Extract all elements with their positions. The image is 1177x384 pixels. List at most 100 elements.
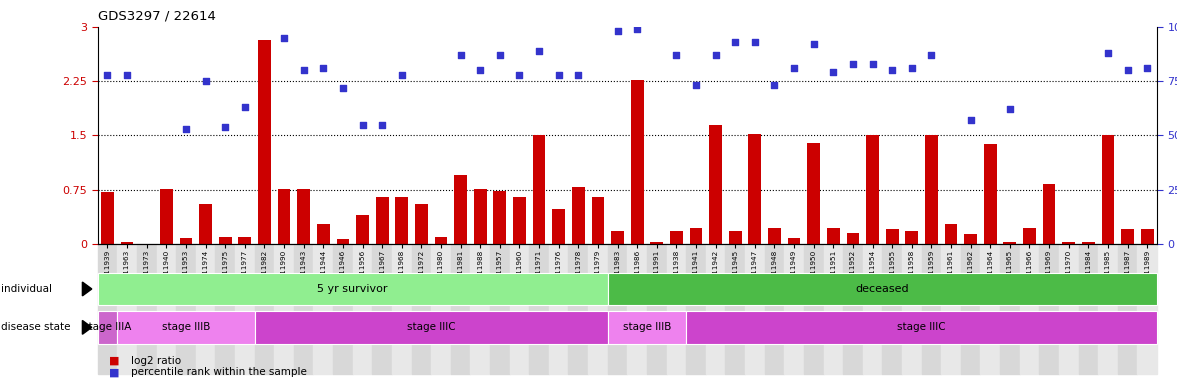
Bar: [729, 231, 742, 244]
Bar: [490, 244, 510, 374]
Bar: [1023, 228, 1036, 244]
Bar: [548, 244, 568, 374]
Bar: [1137, 244, 1157, 374]
Bar: [1098, 244, 1118, 374]
Bar: [353, 244, 372, 374]
Bar: [942, 244, 960, 374]
Bar: [1118, 244, 1137, 374]
Bar: [313, 244, 333, 374]
Point: [706, 52, 725, 58]
Point: [451, 52, 470, 58]
Point: [333, 84, 352, 91]
Point: [550, 71, 568, 78]
Text: GDS3297 / 22614: GDS3297 / 22614: [98, 10, 215, 23]
Bar: [611, 231, 624, 244]
Point: [568, 71, 587, 78]
Bar: [1039, 244, 1059, 374]
Text: ■: ■: [109, 367, 120, 377]
Bar: [787, 238, 800, 244]
Text: stage IIIC: stage IIIC: [897, 322, 946, 333]
Bar: [749, 134, 762, 244]
Point: [686, 83, 705, 89]
Bar: [1019, 244, 1039, 374]
Bar: [395, 197, 408, 244]
Bar: [431, 244, 451, 374]
Bar: [513, 197, 526, 244]
Bar: [451, 244, 471, 374]
Bar: [925, 136, 938, 244]
Point: [922, 52, 940, 58]
Point: [510, 71, 528, 78]
Point: [491, 52, 510, 58]
Bar: [254, 244, 274, 374]
Point: [392, 71, 411, 78]
Bar: [686, 244, 706, 374]
Text: percentile rank within the sample: percentile rank within the sample: [131, 367, 306, 377]
Bar: [905, 231, 918, 244]
Bar: [157, 244, 177, 374]
Bar: [690, 228, 703, 244]
Bar: [670, 231, 683, 244]
Bar: [118, 244, 137, 374]
Bar: [807, 142, 820, 244]
Bar: [121, 242, 133, 244]
Bar: [219, 237, 232, 244]
Point: [235, 104, 254, 110]
Point: [118, 71, 137, 78]
Bar: [765, 244, 784, 374]
Bar: [215, 244, 235, 374]
Bar: [804, 244, 824, 374]
Point: [530, 48, 548, 54]
Bar: [160, 189, 173, 244]
Bar: [769, 228, 780, 244]
Bar: [98, 244, 118, 374]
Bar: [474, 189, 486, 244]
Bar: [725, 244, 745, 374]
Bar: [1004, 242, 1016, 244]
Bar: [651, 242, 663, 244]
Point: [844, 61, 863, 67]
Bar: [434, 237, 447, 244]
Bar: [902, 244, 922, 374]
Point: [294, 67, 313, 73]
Bar: [627, 244, 647, 374]
Bar: [827, 228, 839, 244]
Point: [1000, 106, 1019, 113]
Point: [373, 121, 392, 127]
Point: [903, 65, 922, 71]
Point: [863, 61, 882, 67]
Point: [274, 35, 293, 41]
Point: [353, 121, 372, 127]
Bar: [784, 244, 804, 374]
Bar: [824, 244, 843, 374]
Bar: [745, 244, 765, 374]
Text: stage IIIB: stage IIIB: [161, 322, 211, 333]
Bar: [863, 244, 883, 374]
Bar: [1122, 229, 1133, 244]
Bar: [592, 197, 604, 244]
Bar: [886, 229, 898, 244]
Point: [609, 28, 627, 34]
Point: [804, 41, 823, 47]
Bar: [647, 244, 666, 374]
Bar: [710, 124, 722, 244]
Bar: [333, 244, 353, 374]
Bar: [964, 235, 977, 244]
Bar: [357, 215, 368, 244]
Bar: [843, 244, 863, 374]
Bar: [588, 244, 607, 374]
Bar: [235, 244, 254, 374]
Point: [197, 78, 215, 84]
Bar: [415, 204, 427, 244]
Point: [962, 117, 980, 123]
Bar: [631, 80, 644, 244]
Bar: [375, 197, 388, 244]
Text: individual: individual: [1, 284, 52, 294]
Bar: [1082, 242, 1095, 244]
Point: [177, 126, 195, 132]
Bar: [199, 204, 212, 244]
Bar: [984, 144, 997, 244]
Bar: [846, 233, 859, 244]
Bar: [195, 244, 215, 374]
Point: [726, 39, 745, 45]
